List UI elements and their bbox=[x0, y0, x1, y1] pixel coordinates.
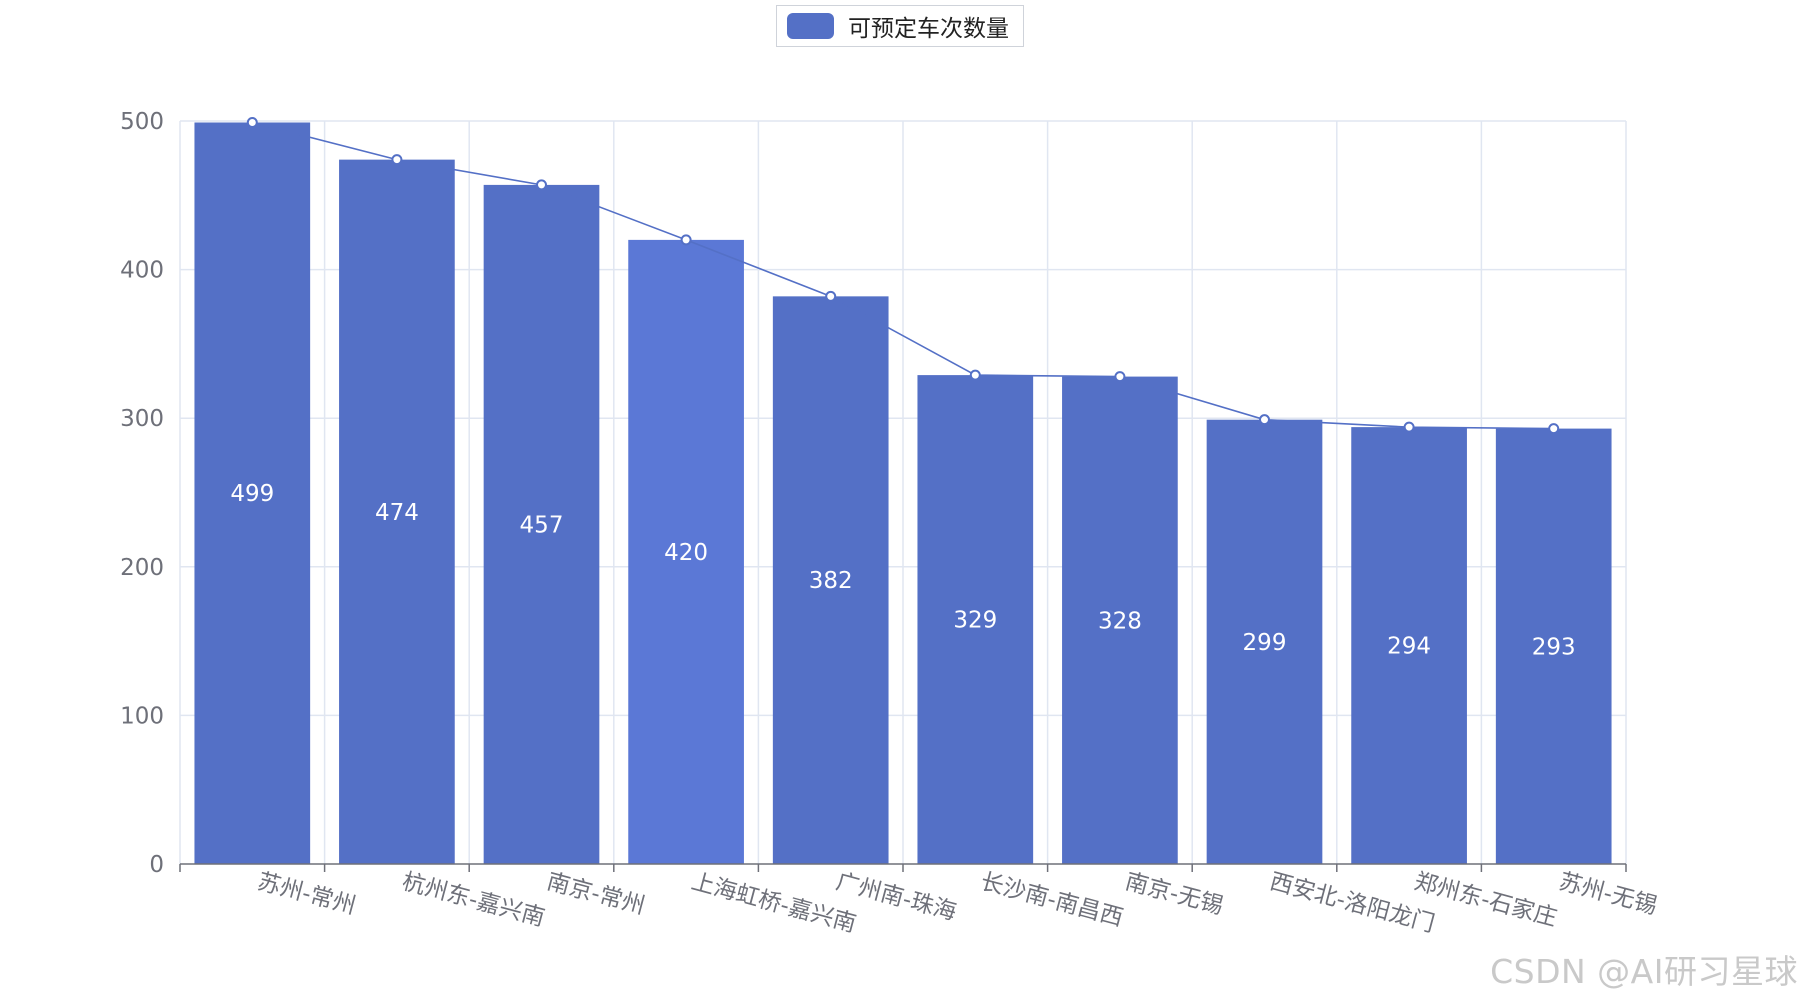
bar bbox=[1062, 376, 1178, 864]
legend-swatch bbox=[787, 13, 834, 39]
data-label: 474 bbox=[375, 500, 419, 526]
data-label: 328 bbox=[1098, 608, 1142, 634]
y-tick-label: 200 bbox=[120, 555, 164, 581]
y-tick-label: 300 bbox=[120, 406, 164, 432]
line-point bbox=[536, 179, 547, 191]
data-label: 382 bbox=[809, 568, 853, 594]
x-tick-label: 南京-常州 bbox=[544, 869, 648, 920]
y-tick-label: 100 bbox=[120, 703, 164, 729]
line-point bbox=[1114, 371, 1126, 383]
legend-label: 可预定车次数量 bbox=[848, 16, 1009, 42]
legend[interactable]: 可预定车次数量 bbox=[776, 5, 1024, 47]
watermark: CSDN @AI研习星球 bbox=[1490, 952, 1798, 991]
x-tick-label: 南京-无锡 bbox=[1122, 869, 1226, 920]
y-tick-label: 500 bbox=[120, 109, 164, 135]
data-label: 420 bbox=[664, 540, 708, 566]
data-label: 499 bbox=[230, 481, 274, 507]
bar bbox=[917, 375, 1034, 864]
bar bbox=[1351, 427, 1467, 864]
bar bbox=[483, 184, 600, 864]
bar bbox=[772, 296, 889, 864]
y-tick-label: 400 bbox=[120, 258, 164, 284]
bar bbox=[339, 159, 455, 865]
line-point bbox=[1259, 414, 1270, 426]
y-tick-label: 0 bbox=[149, 852, 164, 878]
data-label: 294 bbox=[1387, 634, 1431, 660]
line-point bbox=[391, 154, 403, 166]
x-tick-label: 长沙南-南昌西 bbox=[978, 869, 1126, 932]
data-label: 329 bbox=[953, 608, 997, 634]
line-point bbox=[1403, 421, 1415, 433]
x-tick-label: 苏州-无锡 bbox=[1556, 869, 1660, 920]
line-point bbox=[680, 234, 692, 246]
bar bbox=[628, 239, 744, 864]
bar bbox=[1495, 428, 1612, 864]
line-point bbox=[246, 116, 258, 128]
data-label: 457 bbox=[520, 512, 564, 538]
x-tick-label: 苏州-常州 bbox=[255, 869, 359, 920]
series-line bbox=[252, 121, 1554, 430]
bar bbox=[194, 122, 311, 864]
x-tick-label: 上海虹桥-嘉兴南 bbox=[689, 869, 859, 938]
line-point bbox=[969, 369, 981, 381]
x-tick-label: 西安北-洛阳龙门 bbox=[1267, 869, 1437, 938]
data-label: 293 bbox=[1532, 634, 1576, 660]
x-tick-label: 杭州东-嘉兴南 bbox=[399, 869, 547, 932]
line-point bbox=[825, 290, 837, 302]
line-point bbox=[1548, 423, 1560, 435]
bar bbox=[1206, 419, 1323, 864]
data-label: 299 bbox=[1243, 630, 1287, 656]
